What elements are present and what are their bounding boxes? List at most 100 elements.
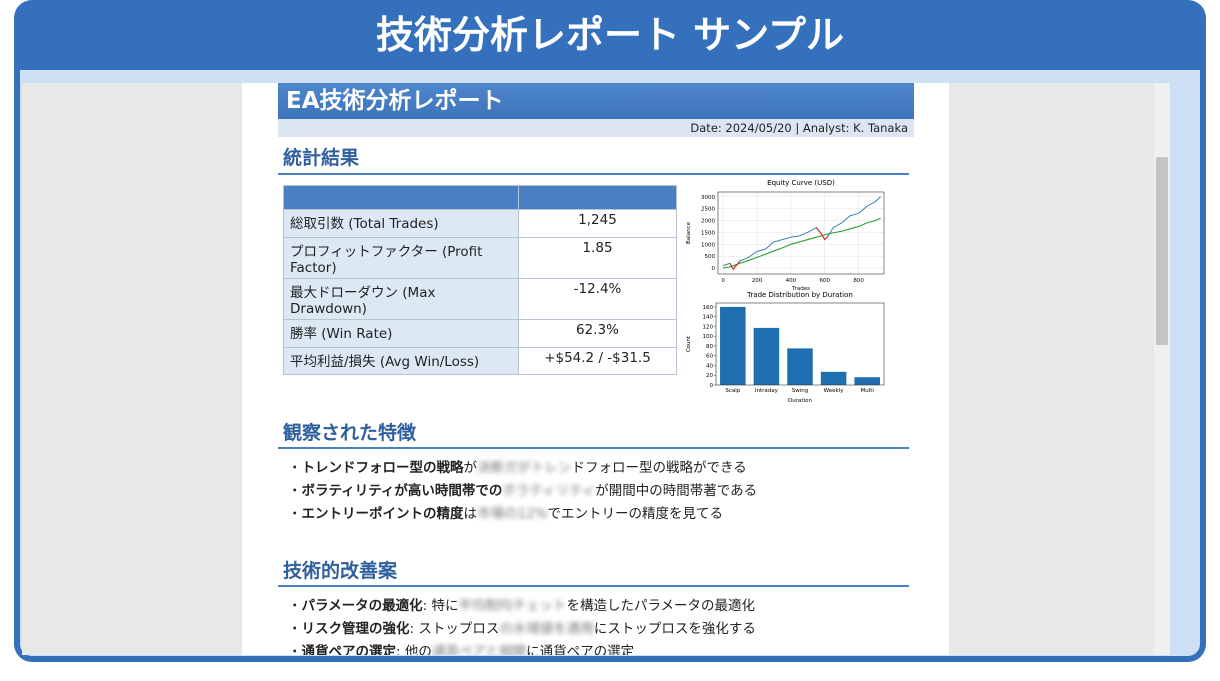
item-text: : 特に — [422, 598, 459, 614]
line-series — [722, 196, 881, 271]
y-tick-label: 60 — [706, 354, 713, 360]
row-label: プロフィットファクター (Profit Factor) — [283, 237, 519, 279]
x-tick-label: Scalp — [725, 388, 740, 394]
item-text: : 他の — [396, 644, 432, 655]
item-text: : ストップロス — [409, 621, 500, 637]
table-header — [283, 185, 677, 210]
document-title: EA技術分析レポート — [278, 83, 914, 119]
window-title: 技術分析レポート サンプル — [375, 13, 845, 57]
line-series — [729, 260, 741, 271]
chart-title: Trade Distribution by Duration — [746, 291, 853, 299]
table-row: 総取引数 (Total Trades) 1,245 — [283, 209, 677, 238]
table-row: 平均利益/損失 (Avg Win/Loss) +$54.2 / -$31.5 — [283, 347, 677, 375]
item-bold: エントリーポイントの精度 — [301, 506, 464, 522]
document-meta: Date: 2024/05/20 | Analyst: K. Tanaka — [278, 119, 914, 137]
section-heading: 観察された特徴 — [283, 422, 417, 444]
document-page: EA技術分析レポート Date: 2024/05/20 | Analyst: K… — [242, 83, 949, 655]
table-row: 最大ドローダウン (Max Drawdown) -12.4% — [283, 278, 677, 320]
x-tick-label: Weekly — [824, 388, 845, 394]
y-tick-label: 80 — [706, 344, 713, 350]
list-item: ・通貨ペアの選定: 他の通貨ペアと相関に通貨ペアの選定 — [288, 641, 756, 655]
row-label: 総取引数 (Total Trades) — [283, 209, 519, 238]
y-tick-label: 40 — [706, 363, 713, 369]
y-tick-label: 2500 — [701, 207, 715, 213]
x-tick-label: 600 — [819, 278, 830, 284]
y-tick-label: 20 — [706, 373, 713, 379]
item-blurred: 市場の12% — [477, 506, 548, 522]
row-label: 平均利益/損失 (Avg Win/Loss) — [283, 347, 519, 375]
section-heading: 統計結果 — [283, 147, 360, 169]
list-item: ・エントリーポイントの精度は市場の12%でエントリーの精度を見てる — [288, 506, 724, 522]
bar — [753, 327, 780, 385]
item-text: にストップロスを強化する — [593, 621, 756, 637]
x-tick-label: 0 — [721, 278, 725, 284]
plot-frame — [717, 191, 885, 275]
chart-title: Equity Curve (USD) — [767, 179, 835, 187]
viewer: EA技術分析レポート Date: 2024/05/20 | Analyst: K… — [22, 83, 1154, 655]
list-item: ・ボラティリティが高い時間帯でのボラティリティが開間中の時間帯著である — [288, 483, 758, 499]
bar — [854, 377, 880, 385]
x-axis-label: Duration — [788, 398, 812, 404]
item-text: を構造したパラメータの最適化 — [566, 598, 756, 614]
item-text: が開間中の時間帯著である — [595, 483, 758, 499]
item-blurred: ボラティリティ — [502, 483, 596, 499]
item-text: でエントリーの精度を見てる — [547, 506, 724, 522]
list-item: ・トレンドフォロー型の戦略が決断ガがトレンドフォロー型の戦略ができる — [288, 460, 747, 476]
y-tick-label: 1500 — [701, 230, 715, 236]
y-tick-label: 1000 — [701, 242, 715, 248]
row-value: 62.3% — [518, 319, 677, 348]
item-text: ドフォロー型の戦略ができる — [571, 460, 747, 476]
plot-frame — [715, 302, 885, 386]
x-tick-label: Swing — [792, 388, 809, 394]
y-tick-label: 160 — [703, 305, 714, 311]
x-tick-label: 400 — [786, 278, 797, 284]
section-rule — [278, 173, 909, 175]
item-blurred: の水域値を適用 — [499, 621, 594, 637]
scroll-thumb[interactable] — [1156, 157, 1168, 345]
item-bold: リスク管理の強化 — [301, 621, 410, 637]
section-rule — [278, 585, 909, 587]
x-axis-label: Trades — [791, 286, 810, 292]
row-label: 勝率 (Win Rate) — [283, 319, 519, 348]
item-bold: ボラティリティが高い時間帯での — [301, 483, 503, 499]
distribution-chart: Trade Distribution by Duration Count Durat… — [686, 291, 885, 404]
improvement-list: ・パラメータの最適化: 特に平均制均チェットを構造したパラメータの最適化 ・リスク… — [288, 595, 756, 655]
y-axis-label: Balance — [686, 221, 692, 244]
y-tick-label: 500 — [705, 254, 716, 260]
y-tick-label: 2000 — [701, 219, 715, 225]
feature-list: ・トレンドフォロー型の戦略が決断ガがトレンドフォロー型の戦略ができる ・ボラティリ… — [288, 457, 757, 526]
line-series — [815, 227, 829, 241]
item-text: が — [463, 460, 478, 476]
stats-table: 総取引数 (Total Trades) 1,245 プロフィットファクター (Pro… — [283, 185, 677, 375]
y-tick-label: 3000 — [701, 195, 715, 201]
row-value: 1.85 — [518, 237, 677, 279]
table-row: プロフィットファクター (Profit Factor) 1.85 — [283, 237, 677, 279]
item-blurred: 平均制均チェット — [458, 598, 567, 614]
item-blurred: 通貨ペアと相関 — [431, 644, 527, 655]
bar — [787, 348, 813, 385]
item-blurred: 決断ガがトレン — [477, 460, 572, 476]
row-value: +$54.2 / -$31.5 — [518, 347, 677, 375]
section-heading: 技術的改善案 — [283, 560, 398, 582]
y-tick-label: 140 — [703, 315, 714, 321]
item-text: に通貨ペアの選定 — [526, 644, 635, 655]
row-value: 1,245 — [518, 209, 677, 238]
x-tick-label: 200 — [752, 278, 763, 284]
section-rule — [278, 447, 909, 449]
x-tick-label: Intraday — [755, 388, 779, 394]
x-tick-label: 800 — [853, 278, 864, 284]
list-item: ・リスク管理の強化: ストップロスの水域値を適用にストップロスを強化する — [288, 621, 756, 637]
line-series — [722, 217, 881, 269]
bar — [720, 306, 746, 385]
item-bold: トレンドフォロー型の戦略 — [301, 460, 464, 476]
y-axis-label: Count — [686, 335, 692, 352]
y-tick-label: 0 — [710, 383, 714, 389]
x-tick-label: Multi — [860, 388, 874, 394]
equity-chart: Equity Curve (USD) Balance Trades 0 500 1000 1… — [686, 179, 885, 292]
bar — [820, 371, 847, 385]
row-value: -12.4% — [518, 278, 677, 320]
item-bold: 通貨ペアの選定 — [301, 644, 397, 655]
list-item: ・パラメータの最適化: 特に平均制均チェットを構造したパラメータの最適化 — [288, 598, 756, 614]
y-tick-label: 120 — [703, 324, 714, 330]
